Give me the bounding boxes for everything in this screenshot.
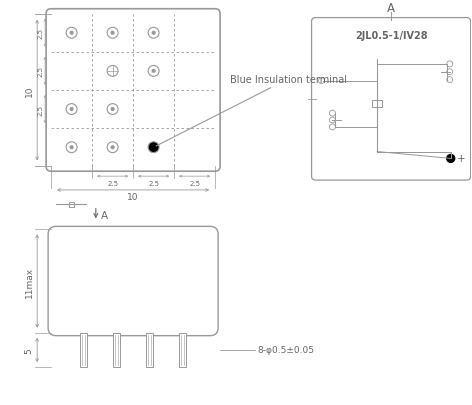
FancyBboxPatch shape (312, 19, 471, 181)
Circle shape (148, 143, 159, 153)
Circle shape (447, 70, 453, 75)
Text: 2.5: 2.5 (37, 28, 43, 39)
Bar (80, 333, 87, 367)
Bar (372, 101, 382, 108)
Bar (179, 333, 186, 367)
Circle shape (70, 32, 73, 35)
Circle shape (107, 143, 118, 153)
Text: Blue Insulation terminal: Blue Insulation terminal (156, 75, 347, 147)
Circle shape (319, 79, 324, 84)
Circle shape (111, 109, 114, 111)
Circle shape (148, 66, 159, 77)
Circle shape (148, 28, 159, 39)
Circle shape (66, 104, 77, 115)
Circle shape (111, 32, 114, 35)
Circle shape (107, 66, 118, 77)
Circle shape (111, 147, 114, 149)
Text: 2.5: 2.5 (189, 181, 200, 187)
Text: 2.5: 2.5 (37, 104, 43, 115)
Circle shape (70, 109, 73, 111)
Circle shape (66, 143, 77, 153)
Circle shape (66, 28, 77, 39)
Text: A: A (387, 2, 395, 15)
Text: 2.5: 2.5 (37, 66, 43, 77)
Text: 11max: 11max (25, 266, 34, 297)
Text: 8-φ0.5±0.05: 8-φ0.5±0.05 (257, 345, 314, 354)
Text: 10: 10 (127, 193, 139, 202)
Circle shape (152, 70, 155, 73)
Text: 5: 5 (25, 347, 34, 353)
Text: 10: 10 (25, 85, 34, 96)
Circle shape (329, 111, 336, 117)
Circle shape (152, 32, 155, 35)
FancyBboxPatch shape (46, 10, 220, 172)
Bar (113, 333, 120, 367)
Circle shape (107, 28, 118, 39)
Text: +: + (457, 154, 465, 164)
Circle shape (107, 104, 118, 115)
Circle shape (447, 155, 455, 163)
Circle shape (70, 147, 73, 149)
Circle shape (447, 77, 453, 83)
Text: 2.5: 2.5 (107, 181, 118, 187)
Circle shape (447, 62, 453, 68)
Circle shape (329, 118, 336, 124)
Bar (146, 333, 153, 367)
Circle shape (329, 125, 336, 130)
Text: 2JL0.5-1/IV28: 2JL0.5-1/IV28 (355, 31, 427, 41)
Bar (69, 202, 74, 207)
Text: 2.5: 2.5 (148, 181, 159, 187)
Text: A: A (101, 210, 108, 220)
FancyBboxPatch shape (48, 227, 218, 336)
